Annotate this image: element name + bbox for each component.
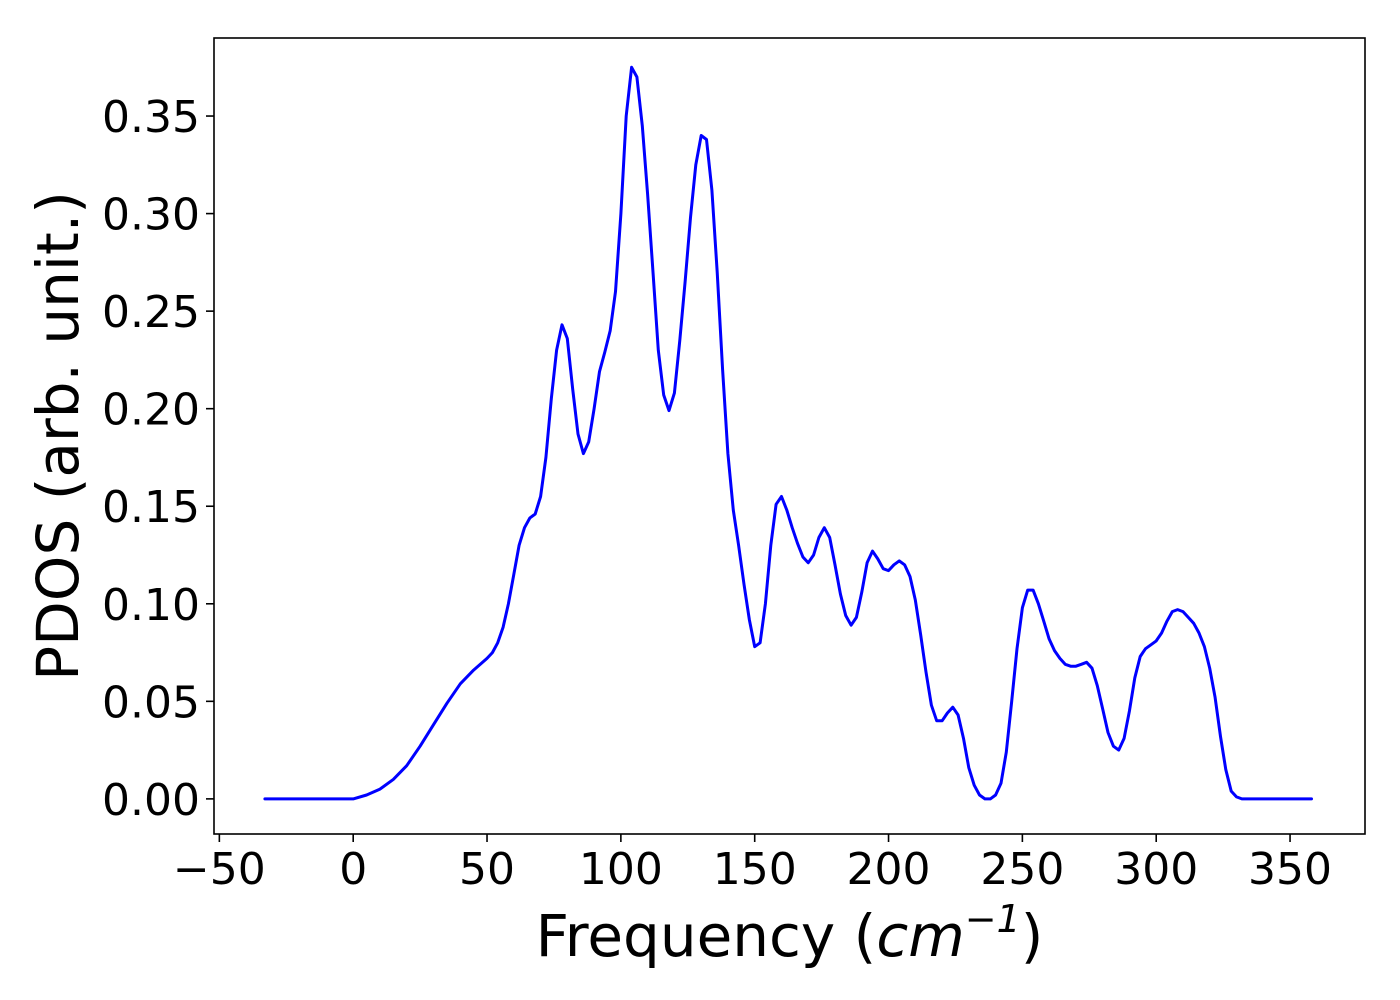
y-tick-label: 0.00 (102, 775, 200, 826)
y-axis: 0.00 0.05 0.10 0.15 0.20 0.25 0.30 0.35 (102, 92, 214, 826)
x-tick-label: 150 (713, 844, 797, 895)
y-tick-label: 0.30 (102, 190, 200, 241)
x-tick-label: 100 (579, 844, 663, 895)
y-tick-label: 0.10 (102, 580, 200, 631)
x-axis-title: Frequency (cm−1) (536, 897, 1044, 970)
y-tick-label: 0.25 (102, 287, 200, 338)
y-tick-label: 0.20 (102, 385, 200, 436)
plot-frame (213, 37, 1366, 835)
x-tick-label: 350 (1248, 844, 1332, 895)
y-tick-label: 0.35 (102, 92, 200, 143)
x-tick-label: −50 (173, 844, 266, 895)
y-tick-label: 0.15 (102, 482, 200, 533)
y-axis-title: PDOS (arb. unit.) (24, 191, 92, 681)
plot-area (263, 65, 1313, 801)
pdos-line (263, 65, 1313, 801)
y-tick-label: 0.05 (102, 677, 200, 728)
x-axis: −50 0 50 100 150 200 250 300 350 (173, 834, 1332, 895)
x-tick-label: 0 (339, 844, 367, 895)
x-tick-label: 200 (847, 844, 931, 895)
x-tick-label: 50 (459, 844, 515, 895)
x-tick-label: 250 (980, 844, 1064, 895)
x-tick-label: 300 (1114, 844, 1198, 895)
